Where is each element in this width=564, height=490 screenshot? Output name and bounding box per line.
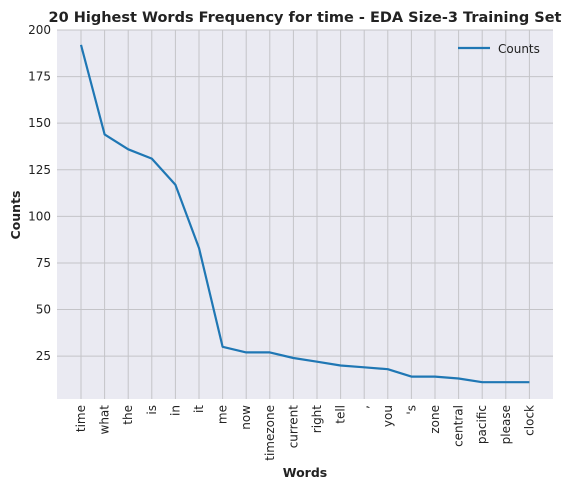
- y-tick-label: 150: [28, 116, 51, 130]
- y-tick-label: 75: [36, 256, 51, 270]
- x-tick-label: me: [216, 405, 230, 424]
- x-tick-label: pacific: [475, 405, 489, 444]
- x-tick-label: you: [381, 405, 395, 427]
- x-tick-label: now: [239, 405, 253, 430]
- x-tick-label: please: [499, 405, 513, 444]
- x-tick-label: what: [98, 405, 112, 435]
- x-axis-ticks: time what the is in it me now timezone current rig…: [74, 405, 536, 461]
- x-tick-label: current: [286, 405, 300, 449]
- x-tick-label: ,: [357, 405, 371, 409]
- x-tick-label: in: [168, 405, 182, 416]
- x-tick-label: right: [310, 405, 324, 433]
- x-tick-label: 's: [404, 405, 418, 415]
- y-tick-label: 200: [28, 23, 51, 37]
- y-tick-label: 125: [28, 163, 51, 177]
- y-axis-ticks: 25 50 75 100 125 150 175 200: [28, 23, 51, 363]
- legend-label: Counts: [498, 42, 540, 56]
- x-tick-label: clock: [522, 405, 536, 436]
- y-tick-label: 25: [36, 349, 51, 363]
- y-tick-label: 100: [28, 209, 51, 223]
- x-tick-label: it: [192, 405, 206, 413]
- chart-title: 20 Highest Words Frequency for time - ED…: [49, 10, 562, 26]
- plot-area: [57, 30, 553, 399]
- y-tick-label: 175: [28, 70, 51, 84]
- x-axis-label: Words: [283, 465, 327, 480]
- y-tick-label: 50: [36, 303, 51, 317]
- y-axis-label: Counts: [8, 191, 23, 240]
- legend: Counts: [458, 42, 540, 56]
- gridlines: [57, 29, 553, 399]
- x-tick-label: timezone: [263, 405, 277, 461]
- x-tick-label: zone: [428, 405, 442, 434]
- x-tick-label: tell: [334, 405, 348, 424]
- x-tick-label: the: [121, 405, 135, 425]
- x-tick-label: time: [74, 405, 88, 432]
- x-tick-label: central: [452, 405, 466, 447]
- x-tick-label: is: [145, 405, 159, 415]
- series-line-counts: [79, 44, 530, 384]
